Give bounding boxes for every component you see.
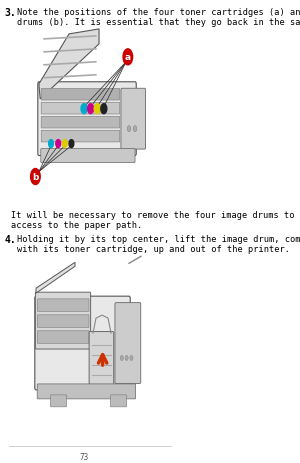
Polygon shape <box>39 30 99 100</box>
Text: b: b <box>32 173 39 181</box>
Text: Holding it by its top center, lift the image drum, complete: Holding it by its top center, lift the i… <box>17 235 300 244</box>
FancyBboxPatch shape <box>89 332 114 385</box>
Circle shape <box>123 50 133 66</box>
FancyBboxPatch shape <box>121 89 146 150</box>
FancyBboxPatch shape <box>115 303 141 383</box>
Text: 73: 73 <box>80 452 88 461</box>
Text: 3.: 3. <box>5 8 16 18</box>
FancyBboxPatch shape <box>41 103 120 115</box>
FancyBboxPatch shape <box>50 395 67 407</box>
Text: with its toner cartridge, up and out of the printer.: with its toner cartridge, up and out of … <box>17 245 290 254</box>
FancyBboxPatch shape <box>38 299 89 312</box>
Circle shape <box>56 140 61 148</box>
Circle shape <box>125 356 128 361</box>
FancyBboxPatch shape <box>41 131 120 143</box>
Text: It will be necessary to remove the four image drums to gain: It will be necessary to remove the four … <box>11 211 300 220</box>
FancyBboxPatch shape <box>38 315 89 328</box>
Circle shape <box>127 126 131 132</box>
FancyBboxPatch shape <box>41 149 135 163</box>
Text: Note the positions of the four toner cartridges (a) and image: Note the positions of the four toner car… <box>17 8 300 17</box>
Text: drums (b). It is essential that they go back in the same order.: drums (b). It is essential that they go … <box>17 18 300 27</box>
FancyBboxPatch shape <box>38 331 89 344</box>
Circle shape <box>133 126 137 132</box>
FancyBboxPatch shape <box>37 384 136 399</box>
Circle shape <box>94 105 100 114</box>
FancyBboxPatch shape <box>35 293 91 349</box>
Circle shape <box>101 105 107 114</box>
Circle shape <box>130 356 133 361</box>
Circle shape <box>49 140 53 148</box>
Polygon shape <box>36 263 75 294</box>
Circle shape <box>88 105 94 114</box>
Circle shape <box>62 140 67 148</box>
Circle shape <box>81 105 87 114</box>
Circle shape <box>120 356 123 361</box>
Text: access to the paper path.: access to the paper path. <box>11 221 142 230</box>
FancyBboxPatch shape <box>41 117 120 129</box>
FancyBboxPatch shape <box>110 395 127 407</box>
Circle shape <box>69 140 74 148</box>
Text: 4.: 4. <box>5 235 16 245</box>
FancyBboxPatch shape <box>38 82 136 156</box>
Text: a: a <box>125 53 131 62</box>
Circle shape <box>31 169 40 185</box>
FancyBboxPatch shape <box>35 296 130 390</box>
FancyBboxPatch shape <box>41 89 120 101</box>
